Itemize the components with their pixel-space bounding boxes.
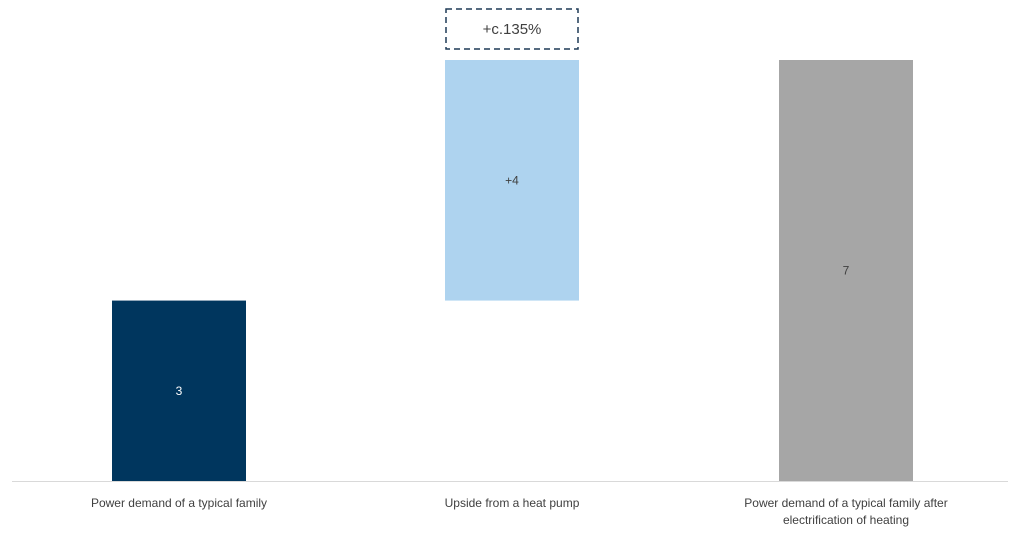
bar-typical-family [112, 300, 246, 481]
data-label: 7 [843, 264, 850, 278]
bar-heat-pump-upside [445, 60, 579, 301]
data-label: +4 [505, 173, 519, 187]
category-label: electrification of heating [783, 513, 909, 527]
bar-after-electrification [779, 60, 913, 481]
category-label: Power demand of a typical family [91, 496, 267, 510]
category-label: Power demand of a typical family after [744, 496, 947, 510]
category-label: Upside from a heat pump [445, 496, 580, 510]
callout-box [445, 8, 579, 50]
callout-label: +c.135% [483, 21, 542, 38]
data-label: 3 [176, 384, 183, 398]
